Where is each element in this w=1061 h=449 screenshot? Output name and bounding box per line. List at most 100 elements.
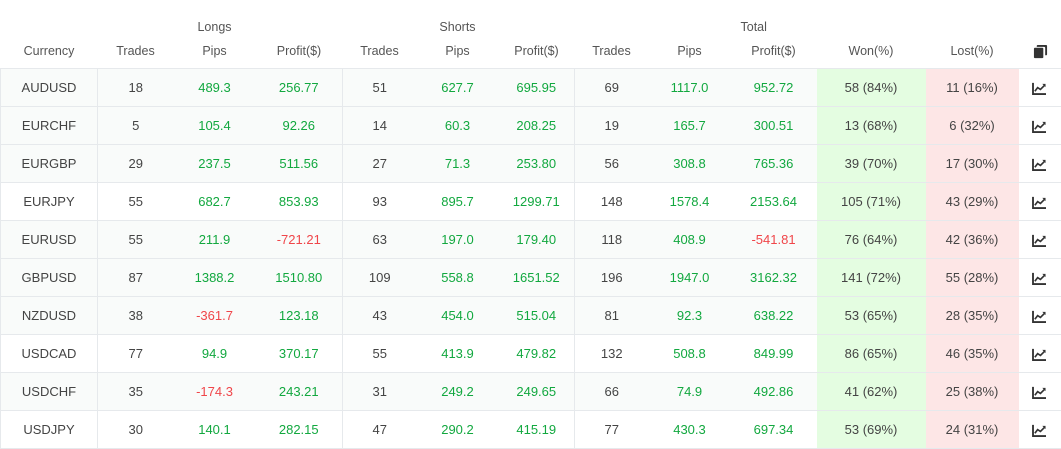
cell-total-profit: 638.22 <box>731 297 817 335</box>
cell-short-profit: 249.65 <box>499 373 575 411</box>
chart-button[interactable] <box>1019 335 1061 373</box>
copy-all-button[interactable] <box>1019 36 1061 69</box>
cell-total-trades: 196 <box>575 259 649 297</box>
cell-short-profit: 1299.71 <box>499 183 575 221</box>
col-long-trades[interactable]: Trades <box>98 36 174 69</box>
cell-long-trades: 87 <box>98 259 174 297</box>
chart-button[interactable] <box>1019 259 1061 297</box>
col-short-trades[interactable]: Trades <box>343 36 417 69</box>
total-group-header: Total <box>731 0 817 36</box>
chart-icon <box>1032 310 1047 323</box>
cell-lost: 6 (32%) <box>926 107 1019 145</box>
cell-long-trades: 77 <box>98 335 174 373</box>
cell-total-profit: 3162.32 <box>731 259 817 297</box>
cell-long-pips: -174.3 <box>174 373 256 411</box>
cell-total-profit: -541.81 <box>731 221 817 259</box>
chart-button[interactable] <box>1019 411 1061 449</box>
chart-button[interactable] <box>1019 373 1061 411</box>
copy-icon <box>1033 44 1048 59</box>
cell-total-pips: 1117.0 <box>649 69 731 107</box>
cell-short-trades: 63 <box>343 221 417 259</box>
cell-total-trades: 118 <box>575 221 649 259</box>
cell-short-trades: 31 <box>343 373 417 411</box>
cell-long-trades: 38 <box>98 297 174 335</box>
chart-button[interactable] <box>1019 297 1061 335</box>
col-short-pips[interactable]: Pips <box>417 36 499 69</box>
col-currency[interactable]: Currency <box>1 36 98 69</box>
cell-total-pips: 74.9 <box>649 373 731 411</box>
cell-total-profit: 492.86 <box>731 373 817 411</box>
cell-long-profit: 1510.80 <box>256 259 343 297</box>
cell-short-pips: 895.7 <box>417 183 499 221</box>
cell-short-profit: 208.25 <box>499 107 575 145</box>
cell-short-pips: 413.9 <box>417 335 499 373</box>
cell-short-trades: 47 <box>343 411 417 449</box>
cell-short-profit: 479.82 <box>499 335 575 373</box>
chart-button[interactable] <box>1019 221 1061 259</box>
chart-button[interactable] <box>1019 183 1061 221</box>
cell-short-profit: 1651.52 <box>499 259 575 297</box>
cell-lost: 24 (31%) <box>926 411 1019 449</box>
column-header-row: Currency Trades Pips Profit($) Trades Pi… <box>1 36 1061 69</box>
cell-long-profit: -721.21 <box>256 221 343 259</box>
col-long-profit[interactable]: Profit($) <box>256 36 343 69</box>
cell-total-trades: 69 <box>575 69 649 107</box>
col-lost[interactable]: Lost(%) <box>926 36 1019 69</box>
col-total-pips[interactable]: Pips <box>649 36 731 69</box>
chart-icon <box>1032 348 1047 361</box>
cell-long-profit: 92.26 <box>256 107 343 145</box>
cell-total-pips: 408.9 <box>649 221 731 259</box>
cell-total-trades: 77 <box>575 411 649 449</box>
cell-lost: 55 (28%) <box>926 259 1019 297</box>
cell-long-trades: 5 <box>98 107 174 145</box>
cell-total-trades: 81 <box>575 297 649 335</box>
cell-short-pips: 60.3 <box>417 107 499 145</box>
cell-total-trades: 19 <box>575 107 649 145</box>
cell-short-pips: 249.2 <box>417 373 499 411</box>
col-total-profit[interactable]: Profit($) <box>731 36 817 69</box>
chart-icon <box>1032 120 1047 133</box>
cell-short-pips: 197.0 <box>417 221 499 259</box>
chart-button[interactable] <box>1019 107 1061 145</box>
cell-long-trades: 29 <box>98 145 174 183</box>
col-long-pips[interactable]: Pips <box>174 36 256 69</box>
cell-won: 53 (69%) <box>817 411 926 449</box>
chart-button[interactable] <box>1019 69 1061 107</box>
cell-currency: AUDUSD <box>1 69 98 107</box>
longs-group-header: Longs <box>174 0 256 36</box>
cell-short-profit: 179.40 <box>499 221 575 259</box>
cell-short-pips: 627.7 <box>417 69 499 107</box>
cell-long-trades: 55 <box>98 183 174 221</box>
chart-button[interactable] <box>1019 145 1061 183</box>
col-short-profit[interactable]: Profit($) <box>499 36 575 69</box>
cell-currency: GBPUSD <box>1 259 98 297</box>
cell-total-trades: 132 <box>575 335 649 373</box>
cell-won: 53 (65%) <box>817 297 926 335</box>
cell-currency: NZDUSD <box>1 297 98 335</box>
cell-won: 58 (84%) <box>817 69 926 107</box>
cell-long-trades: 55 <box>98 221 174 259</box>
col-total-trades[interactable]: Trades <box>575 36 649 69</box>
cell-total-pips: 508.8 <box>649 335 731 373</box>
chart-icon <box>1032 82 1047 95</box>
cell-total-profit: 300.51 <box>731 107 817 145</box>
cell-lost: 43 (29%) <box>926 183 1019 221</box>
cell-short-profit: 415.19 <box>499 411 575 449</box>
cell-currency: EURUSD <box>1 221 98 259</box>
cell-long-pips: 94.9 <box>174 335 256 373</box>
cell-won: 76 (64%) <box>817 221 926 259</box>
col-won[interactable]: Won(%) <box>817 36 926 69</box>
cell-short-trades: 27 <box>343 145 417 183</box>
cell-short-profit: 253.80 <box>499 145 575 183</box>
cell-currency: EURCHF <box>1 107 98 145</box>
